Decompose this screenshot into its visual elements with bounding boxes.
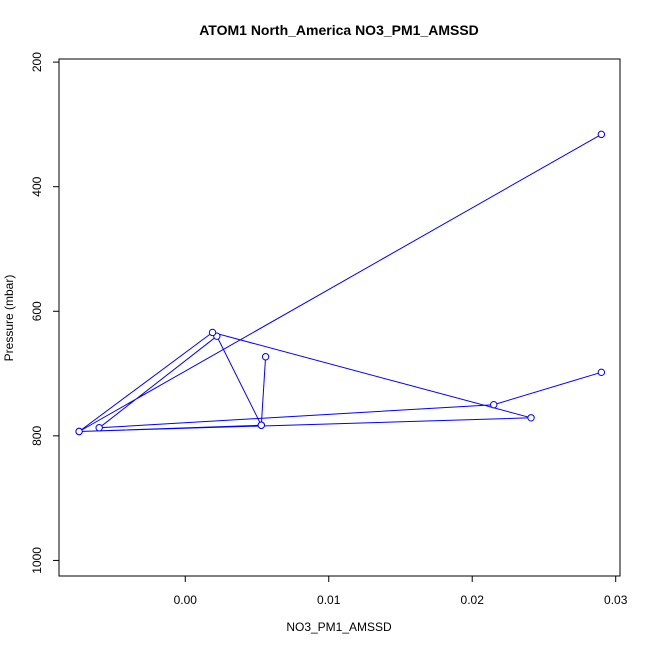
chart-title: ATOM1 North_America NO3_PM1_AMSSD	[199, 22, 479, 38]
data-point	[527, 414, 535, 422]
x-tick-label: 0.02	[461, 593, 485, 607]
data-point	[75, 427, 83, 436]
y-axis-label: Pressure (mbar)	[2, 275, 16, 362]
x-axis-label: NO3_PM1_AMSSD	[286, 620, 392, 634]
x-tick-label: 0.00	[174, 593, 198, 607]
data-point	[490, 401, 498, 409]
x-tick-label: 0.03	[604, 593, 628, 607]
x-tick-label: 0.01	[317, 593, 341, 607]
x-axis: 0.00 0.01 0.02 0.03	[174, 575, 628, 607]
y-tick-label: 600	[30, 301, 44, 321]
y-tick-label: 400	[30, 176, 44, 196]
plot-frame	[58, 58, 621, 577]
y-axis: 200 400 600 800 1000	[30, 52, 60, 574]
data-point	[261, 353, 270, 361]
data-point	[95, 424, 103, 432]
series-line	[78, 133, 602, 432]
y-tick-label: 800	[30, 426, 44, 446]
y-tick-label: 200	[30, 52, 44, 72]
data-point	[208, 328, 217, 337]
series-layer	[75, 130, 606, 436]
data-point	[257, 421, 266, 429]
data-point	[597, 368, 606, 377]
data-point	[597, 130, 606, 139]
y-tick-label: 1000	[30, 547, 44, 574]
